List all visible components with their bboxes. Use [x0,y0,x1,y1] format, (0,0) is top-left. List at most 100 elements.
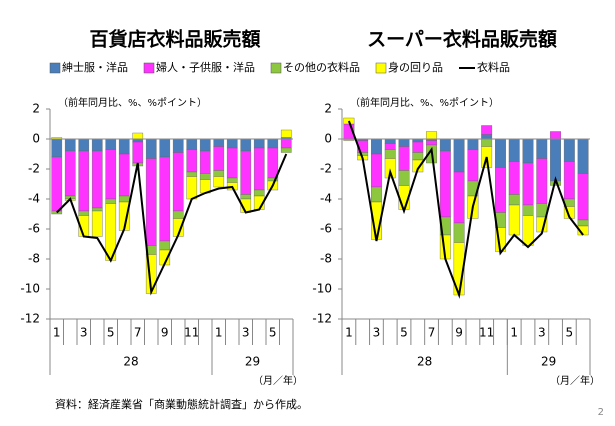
x-unit-label: （月／年） [550,374,600,387]
bar-segment [213,138,225,147]
legend: 紳士服・洋品 婦人・子供服・洋品 その他の衣料品 身の回り品 衣料品 [49,60,510,74]
bar-segment [522,215,534,246]
bar-segment [64,138,76,152]
bar-segment [467,138,479,150]
bar-segment [145,138,157,159]
page-number: 2 [598,407,604,418]
y-tick-label: -12 [312,312,332,326]
bar-segment [253,147,265,191]
bar-segment [280,129,292,138]
y-axis-label: （前年同月比、%、%ポイント） [58,96,207,109]
bar-segment [145,158,157,246]
x-tick-label: 5 [269,326,277,340]
bar-segment [105,198,117,204]
legend-label: 身の回り品 [388,60,443,74]
chart-title: 百貨店衣料品販売額 [89,28,260,51]
bar-segment [64,150,76,197]
bar-segment [159,156,171,242]
bar-segment [280,138,292,149]
line-series [56,153,288,296]
bar-segment [577,138,589,174]
bar-segment [91,138,103,152]
bar-segment [536,203,548,218]
bar-segment [384,158,396,179]
source-note: 資料：経済産業省「商業動態統計調査」から作成。 [55,397,308,411]
bar-segment [536,138,548,159]
x-tick-label: 9 [455,326,463,340]
bar-segment [563,138,575,162]
x-tick-label: 5 [566,326,574,340]
bar-segment [453,222,465,243]
year-label: 29 [541,355,556,369]
y-tick-label: -2 [28,162,40,176]
bar-segment [159,138,171,158]
bar-segment [172,138,184,153]
bar-segment [253,189,265,197]
legend-swatch [375,62,387,74]
bar-segment [226,138,238,149]
bar-segment [78,210,90,216]
y-tick-label: -6 [320,222,332,236]
bar-segment [495,167,506,213]
bar-segment [550,131,561,140]
bar-segment [508,138,520,162]
bar-segment [357,152,369,156]
y-tick-label: -10 [20,282,40,296]
bar-segment [118,153,130,197]
bar-segment [199,138,211,152]
bar-segment [51,156,63,212]
bar-segment [577,219,589,227]
bar-segment [426,131,437,140]
x-tick-label: 1 [215,326,223,340]
bar-segment [240,138,252,152]
bar-segment [398,170,410,186]
bar-segment [186,171,198,177]
bar-segment [439,150,451,218]
bar-segment [371,153,382,188]
legend-label: 婦人・子供服・洋品 [156,60,255,74]
y-tick-label: -4 [320,192,332,206]
bar-segment [91,210,103,237]
bar-segment [467,149,479,182]
x-tick-label: 1 [345,326,353,340]
x-tick-label: 3 [538,326,546,340]
legend-label: 紳士服・洋品 [62,60,128,74]
y-tick-label: -4 [28,192,40,206]
bar-segment [159,240,171,251]
year-label: 28 [417,355,432,369]
bar-segment [563,161,575,200]
year-label: 28 [123,355,138,369]
x-tick-label: 1 [510,326,518,340]
year-label: 29 [245,355,260,369]
bar-segment [481,134,493,140]
bar-segment [172,210,184,219]
bar-segment [213,176,225,188]
bar-segment [384,143,396,150]
bar-segment [508,194,520,206]
bar-segment [426,140,437,146]
bar-segment [186,176,198,200]
bar-segment [577,173,589,221]
bar-segment [240,194,252,200]
bar-segment [550,138,561,182]
x-tick-label: 3 [373,326,381,340]
legend-label: 衣料品 [477,60,510,74]
y-tick-label: -8 [320,252,332,266]
bar-segment [132,132,144,140]
bar-segment [280,147,292,153]
y-tick-label: -6 [28,222,40,236]
bar-segment [213,146,225,171]
bar-segment [118,138,130,155]
bar-segment [91,207,103,212]
bar-segment [481,138,493,147]
bar-segment [522,138,534,164]
bar-segment [412,141,424,153]
bar-segment [213,170,225,177]
y-tick-label: -2 [320,162,332,176]
bar-segment [267,138,279,149]
bar-segment [453,138,465,173]
bar-segment [226,177,238,183]
y-tick-label: -8 [28,252,40,266]
bar-segment [186,138,198,150]
